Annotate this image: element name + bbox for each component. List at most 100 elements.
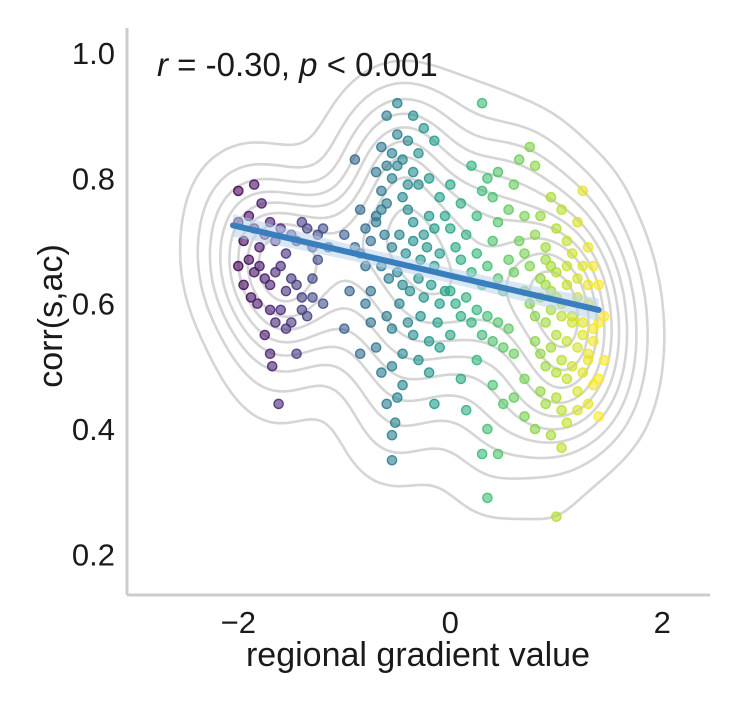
data-point-169	[519, 210, 530, 222]
data-point-53	[338, 323, 350, 335]
y-tick-label: 0.6	[72, 287, 115, 322]
data-point-220	[577, 367, 589, 378]
data-point-177	[492, 448, 504, 460]
data-point-179	[508, 392, 520, 403]
data-point-42	[307, 292, 318, 303]
data-point-216	[556, 354, 567, 366]
data-point-5	[254, 241, 265, 253]
data-point-270	[439, 210, 451, 222]
data-point-153	[492, 317, 504, 328]
data-point-243	[556, 204, 567, 215]
data-point-98	[397, 279, 408, 291]
data-point-165	[513, 154, 525, 165]
data-point-44	[232, 185, 244, 197]
data-point-257	[582, 279, 594, 291]
data-point-128	[444, 329, 456, 341]
data-point-102	[425, 279, 437, 291]
data-point-241	[535, 210, 546, 222]
data-point-258	[545, 260, 557, 272]
kde-contour-level-1	[178, 59, 666, 521]
data-point-129	[429, 398, 440, 410]
data-point-259	[566, 248, 578, 259]
data-point-175	[476, 448, 488, 460]
data-point-21	[264, 279, 276, 291]
data-point-174	[482, 423, 493, 435]
data-point-77	[402, 135, 414, 147]
data-point-40	[291, 348, 302, 360]
data-point-181	[513, 235, 525, 247]
data-point-173	[497, 398, 509, 410]
data-point-105	[381, 310, 393, 322]
data-point-36	[259, 329, 271, 341]
data-point-27	[296, 292, 308, 303]
data-point-203	[556, 310, 567, 322]
data-point-252	[471, 210, 483, 222]
data-point-226	[556, 404, 567, 416]
data-point-183	[524, 260, 536, 272]
data-point-116	[370, 342, 382, 353]
x-tick-label: −2	[221, 605, 256, 640]
data-point-103	[434, 298, 446, 310]
data-point-268	[423, 173, 435, 184]
data-point-69	[423, 210, 435, 222]
data-point-236	[540, 241, 552, 253]
data-point-205	[566, 317, 578, 328]
data-point-162	[487, 191, 499, 203]
data-point-250	[503, 204, 514, 215]
data-point-70	[429, 223, 440, 234]
data-point-58	[365, 235, 377, 247]
data-point-170	[455, 373, 467, 385]
kde-contour-level-6	[237, 140, 613, 418]
data-point-123	[386, 429, 398, 441]
data-point-249	[593, 373, 605, 385]
data-point-263	[338, 229, 350, 241]
data-point-138	[482, 260, 493, 272]
data-point-73	[381, 160, 393, 172]
data-point-107	[394, 298, 405, 310]
data-point-72	[376, 141, 387, 153]
data-point-163	[492, 166, 504, 178]
data-point-92	[421, 241, 433, 253]
data-point-117	[376, 367, 387, 378]
data-point-31	[252, 298, 263, 310]
data-point-160	[476, 185, 488, 197]
data-point-235	[551, 511, 562, 523]
data-point-121	[381, 398, 393, 410]
data-point-23	[275, 260, 287, 272]
data-point-90	[407, 235, 419, 247]
regression-line	[230, 222, 602, 313]
data-point-204	[561, 335, 573, 347]
data-point-265	[354, 204, 366, 215]
data-point-172	[487, 379, 499, 391]
data-point-166	[524, 141, 536, 153]
data-point-269	[434, 191, 446, 203]
data-point-24	[280, 285, 292, 297]
data-point-43	[285, 317, 297, 328]
data-point-218	[566, 360, 578, 372]
data-points	[232, 97, 610, 523]
data-point-119	[397, 379, 408, 391]
data-point-46	[256, 198, 267, 209]
data-point-57	[360, 223, 371, 234]
data-point-29	[232, 260, 244, 272]
data-point-133	[455, 254, 467, 266]
data-point-234	[519, 411, 530, 422]
data-point-34	[275, 304, 287, 316]
data-point-264	[365, 285, 377, 297]
data-point-246	[593, 279, 605, 291]
data-point-79	[413, 147, 424, 159]
data-point-67	[413, 179, 424, 190]
data-point-68	[418, 229, 430, 241]
data-point-144	[444, 285, 456, 297]
data-point-38	[266, 360, 278, 372]
data-point-223	[535, 386, 546, 397]
data-point-84	[429, 135, 440, 147]
data-point-110	[415, 310, 426, 322]
data-point-151	[482, 310, 493, 322]
data-point-161	[482, 173, 493, 184]
data-point-200	[540, 317, 552, 328]
data-point-74	[386, 147, 398, 159]
data-point-152	[487, 335, 499, 347]
data-point-206	[572, 342, 583, 353]
data-point-154	[497, 342, 509, 353]
